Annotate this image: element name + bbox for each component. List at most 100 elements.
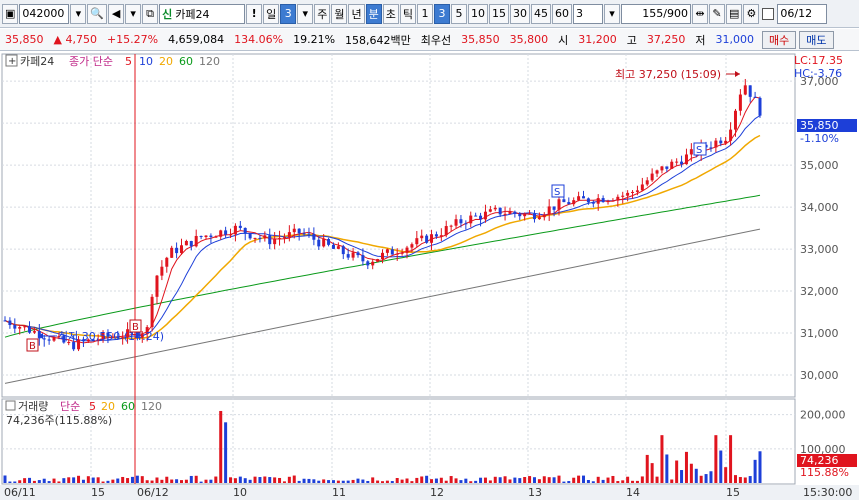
sell-button[interactable]: 매도	[799, 30, 834, 49]
candle-body	[179, 245, 183, 254]
period-year-button[interactable]: 년	[348, 3, 365, 24]
volume-legend-indicator[interactable]: 단순	[60, 400, 80, 413]
volume-bar	[483, 477, 487, 483]
tick-45-button[interactable]: 45	[530, 3, 551, 24]
volume-bar	[719, 450, 723, 483]
dropdown-icon[interactable]: ▾	[70, 3, 87, 24]
volume-bar	[361, 479, 365, 483]
volume-bar	[464, 478, 468, 483]
candle-body	[513, 211, 517, 214]
price-pane[interactable]	[1, 53, 796, 398]
legend-box-icon[interactable]	[5, 54, 18, 67]
volume-bar	[179, 480, 183, 483]
candle-body	[121, 337, 125, 339]
volume-bar	[150, 480, 154, 483]
period-second-button[interactable]: 초	[382, 3, 399, 24]
price-change: ▲ 4,750	[53, 33, 97, 46]
candle-body	[258, 237, 262, 239]
candle-body	[282, 237, 286, 239]
volume-bar	[601, 479, 605, 483]
tick-5-button[interactable]: 5	[450, 3, 467, 24]
tick-10-button[interactable]: 10	[467, 3, 488, 24]
tick-3-button[interactable]: 3	[433, 3, 450, 24]
current-time: 15:30:00	[803, 486, 852, 499]
period-minute-button[interactable]: 분	[365, 3, 382, 24]
speaker-icon[interactable]: ◀	[108, 3, 125, 24]
ask-price: 35,850	[461, 33, 500, 46]
period-day-button[interactable]: 일	[263, 3, 280, 24]
volume-bar	[704, 474, 708, 483]
arrange-icon[interactable]: ⧉	[142, 3, 159, 24]
alert-button[interactable]: !	[246, 3, 263, 24]
candle-body	[547, 206, 551, 215]
candle-body	[425, 235, 429, 243]
zoom-icon[interactable]: ⇹	[691, 3, 708, 24]
candle-body	[724, 140, 728, 144]
tick-60-button[interactable]: 60	[551, 3, 572, 24]
time-label: 06/12	[137, 486, 169, 499]
layout-icon[interactable]: ▣	[2, 3, 19, 24]
volume-bar	[32, 480, 36, 483]
stock-name-field[interactable]: 신 카페24	[159, 3, 246, 24]
buy-button[interactable]: 매수	[762, 30, 797, 49]
legend-stock-name[interactable]: 카페24	[20, 55, 54, 68]
volume-bar	[209, 479, 213, 483]
candle-body	[140, 334, 144, 338]
candle-body	[474, 215, 478, 217]
volume-bar	[508, 479, 512, 483]
gear-icon[interactable]: ⚙	[743, 3, 760, 24]
low-note: 최저 30,550 (14:24)	[58, 330, 164, 343]
candle-body	[361, 255, 365, 262]
candle-body	[596, 198, 600, 204]
volume-bar	[77, 475, 81, 483]
volume-bar	[297, 480, 301, 483]
period-month-button[interactable]: 월	[331, 3, 348, 24]
save-icon[interactable]: ▤	[725, 3, 743, 24]
period-tick-button[interactable]: 틱	[399, 3, 416, 24]
tick-30-button[interactable]: 30	[509, 3, 530, 24]
candle-body	[631, 191, 635, 193]
volume-bar	[307, 478, 311, 483]
volume-bar	[135, 475, 139, 483]
volume-bar	[101, 481, 105, 483]
dropdown-icon[interactable]: ▾	[125, 3, 142, 24]
candle-body	[606, 200, 610, 203]
dropdown-icon[interactable]: ▾	[603, 3, 620, 24]
candle-body	[714, 140, 718, 148]
signal-marker-b2: B	[129, 319, 142, 333]
period-num-select[interactable]: 3	[280, 3, 297, 24]
volume-bar	[390, 481, 394, 483]
volume-bar	[699, 475, 703, 483]
volume-legend-box-icon[interactable]	[5, 400, 16, 411]
interval-input[interactable]: 3	[572, 3, 603, 24]
stock-code-input[interactable]: 042000	[19, 3, 70, 24]
date-checkbox[interactable]	[762, 7, 775, 20]
count-input[interactable]: 155 /900	[620, 3, 691, 24]
volume-bar	[738, 477, 742, 483]
volume-bar	[341, 480, 345, 483]
tick-15-button[interactable]: 15	[488, 3, 509, 24]
candle-body	[160, 266, 164, 276]
volume-bar	[292, 475, 296, 483]
candle-body	[351, 252, 355, 258]
period-week-button[interactable]: 주	[314, 3, 331, 24]
volume-legend-name[interactable]: 거래량	[18, 400, 48, 413]
dropdown-icon[interactable]: ▾	[297, 3, 314, 24]
draw-icon[interactable]: ✎	[708, 3, 725, 24]
candle-body	[194, 235, 198, 247]
volume-pct-tag: 115.88%	[800, 466, 849, 479]
candle-body	[263, 235, 267, 239]
volume-bar	[724, 467, 728, 483]
search-icon[interactable]: 🔍	[87, 3, 108, 24]
date-input[interactable]: 06/12	[777, 3, 828, 24]
candle-body	[400, 252, 404, 254]
candle-body	[729, 129, 733, 141]
volume-bar	[194, 475, 198, 483]
tick-1-button[interactable]: 1	[416, 3, 433, 24]
candle-body	[748, 85, 752, 97]
chart-area[interactable]: 30,00031,00032,00033,00034,00035,00036,0…	[0, 52, 859, 500]
volume-bar	[160, 479, 164, 483]
legend-indicator[interactable]: 종가 단순	[69, 55, 113, 68]
current-price-tag	[797, 119, 857, 132]
chart-svg[interactable]: 30,00031,00032,00033,00034,00035,00036,0…	[0, 52, 859, 500]
